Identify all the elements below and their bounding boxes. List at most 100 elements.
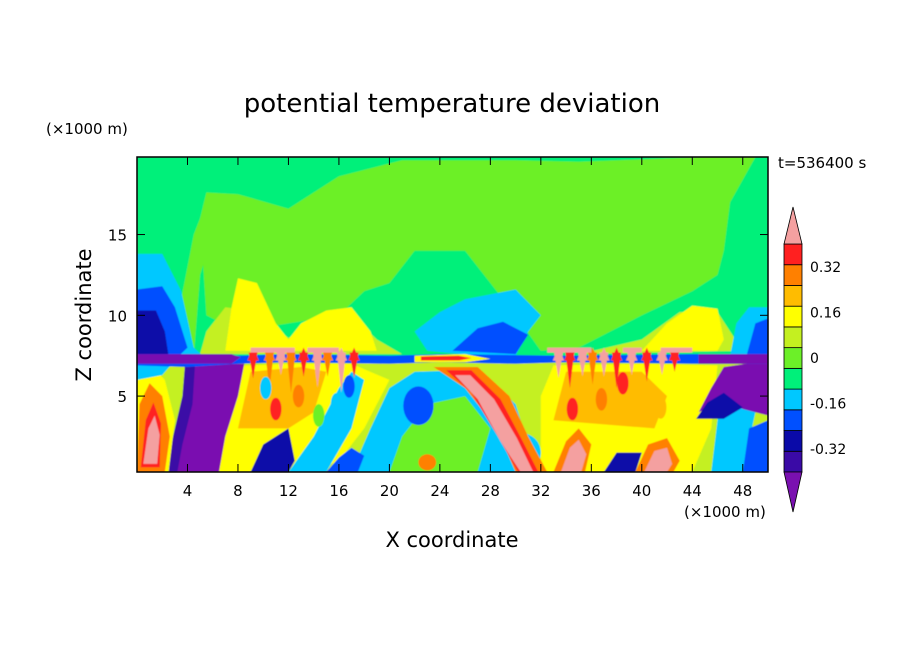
- convective-spike: [286, 352, 296, 393]
- y-tick-label: 10: [108, 307, 127, 325]
- contour-region: [420, 355, 472, 361]
- convective-spike: [610, 347, 623, 361]
- inversion-streak: [547, 347, 592, 353]
- x-tick-label: 32: [531, 482, 550, 500]
- contour-region: [238, 367, 327, 429]
- convective-spike: [275, 347, 287, 361]
- colorbar-band: [783, 450, 803, 473]
- contour-region: [200, 157, 756, 351]
- contour-region: [313, 404, 325, 427]
- colorbar-band: [783, 264, 803, 286]
- convective-spike: [565, 352, 575, 388]
- contour-region: [181, 202, 213, 356]
- colorbar-extend-min: [783, 471, 803, 513]
- x-tick-label: 20: [380, 482, 399, 500]
- x-tick-label: 8: [233, 482, 243, 500]
- contour-region: [326, 447, 365, 472]
- convective-spike: [263, 347, 276, 361]
- contour-region: [389, 396, 491, 472]
- contour-region: [595, 388, 608, 411]
- contour-region: [452, 321, 529, 355]
- x-axis-label: X coordinate: [385, 528, 518, 552]
- contour-region: [455, 375, 534, 472]
- inversion-streak: [250, 347, 295, 353]
- x-unit-label: (×1000 m): [684, 503, 766, 521]
- contour-region: [168, 363, 245, 472]
- x-tick-label: 28: [481, 482, 500, 500]
- y-tick-label: 15: [108, 227, 127, 245]
- convective-spike: [297, 347, 310, 361]
- contour-region: [225, 278, 377, 351]
- contour-region: [250, 428, 295, 472]
- contour-region: [566, 397, 579, 421]
- convective-spike: [656, 347, 668, 361]
- inversion-streak: [660, 347, 693, 353]
- colorbar-band: [783, 388, 803, 411]
- colorbar-label: 0.16: [810, 305, 841, 321]
- colorbar-band: [783, 409, 803, 431]
- contour-region: [603, 452, 642, 472]
- colorbar-label: 0: [810, 351, 819, 367]
- colorbar-band: [783, 243, 803, 266]
- x-axis-ticks: 4 8 12 16 20 24 28 32 36 40 44 48: [183, 157, 752, 500]
- convective-spike: [321, 347, 334, 361]
- convective-spike: [348, 347, 360, 361]
- convective-spike: [311, 347, 324, 361]
- contour-region: [746, 318, 768, 356]
- contour-region: [655, 396, 667, 419]
- convective-spike: [552, 347, 565, 361]
- contour-field: [137, 157, 768, 472]
- contour-region: [617, 371, 629, 395]
- contour-region: [270, 397, 282, 421]
- colorbar-band: [783, 326, 803, 349]
- x-tick-label: 40: [632, 482, 651, 500]
- convective-spike: [626, 347, 638, 361]
- chart-title: potential temperature deviation: [244, 89, 660, 119]
- inversion-streak: [307, 347, 339, 353]
- contour-region: [288, 371, 365, 472]
- contour-region: [553, 371, 667, 429]
- convective-spike: [576, 347, 589, 361]
- x-tick-label: 24: [430, 482, 449, 500]
- colorbar-label: -0.16: [810, 397, 846, 413]
- inversion-streak: [622, 347, 642, 353]
- convective-spike: [612, 352, 621, 388]
- x-tick-label: 12: [279, 482, 298, 500]
- y-axis-ticks: 5 10 15: [108, 227, 768, 406]
- contour-region: [742, 420, 768, 472]
- colorbar-band: [783, 285, 803, 307]
- contour-region: [418, 454, 437, 471]
- contour-region: [403, 386, 434, 426]
- contour-region: [330, 392, 343, 416]
- time-label: t=536400 s: [778, 154, 866, 172]
- contour-region: [698, 354, 768, 364]
- contour-region: [641, 305, 724, 351]
- colorbar-band: [783, 347, 803, 369]
- colorbar-band: [783, 430, 803, 452]
- colorbar-extend-max: [783, 206, 803, 245]
- x-tick-label: 36: [582, 482, 601, 500]
- convective-spike: [313, 352, 322, 388]
- convective-spike: [247, 347, 259, 361]
- convective-spike: [588, 352, 597, 385]
- convective-spike: [564, 347, 576, 361]
- plot-frame: [136, 156, 769, 473]
- contour-region: [644, 447, 673, 472]
- contour-region: [164, 363, 196, 472]
- convective-spike: [285, 347, 297, 361]
- convective-spike: [598, 347, 610, 361]
- convective-spike: [641, 347, 653, 361]
- x-tick-label: 16: [329, 482, 348, 500]
- colorbar-label: 0.32: [810, 260, 841, 276]
- contour-region: [561, 439, 587, 472]
- contour-region: [143, 415, 160, 464]
- x-tick-label: 48: [733, 482, 752, 500]
- convective-spike: [337, 352, 346, 393]
- colorbar-label: -0.32: [810, 442, 846, 458]
- colorbar: 0.32 0.16 0 -0.16 -0.32: [783, 206, 846, 513]
- contour-region: [260, 376, 272, 400]
- y-tick-label: 5: [117, 388, 127, 406]
- x-tick-label: 44: [683, 482, 702, 500]
- convective-spike: [668, 347, 681, 361]
